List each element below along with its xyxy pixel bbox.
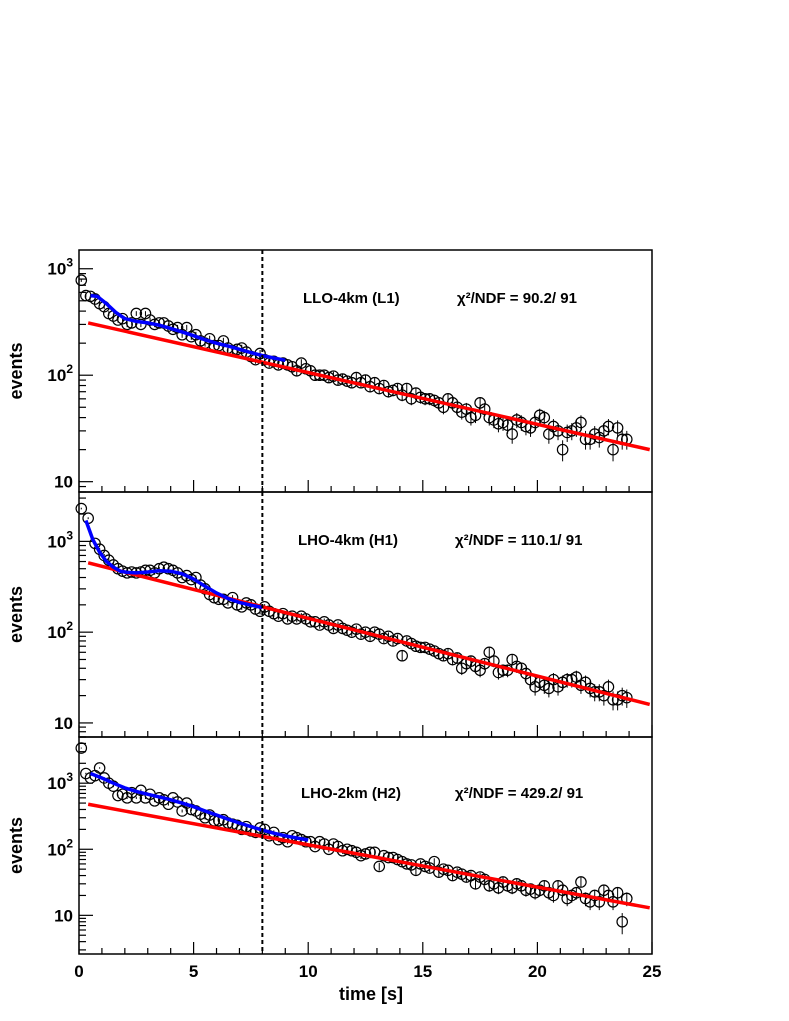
y-axis-title: events xyxy=(6,817,26,874)
y-tick-label: 102 xyxy=(47,619,73,642)
x-tick-label: 0 xyxy=(74,962,83,981)
panel-chi2-label: χ²/NDF = 90.2/ 91 xyxy=(457,290,577,307)
y-tick-label: 10 xyxy=(54,473,73,492)
data-point xyxy=(602,681,615,693)
x-tick-label: 15 xyxy=(413,962,432,981)
y-tick-label: 102 xyxy=(47,836,73,859)
total-fit-curve xyxy=(90,293,286,363)
data-point xyxy=(611,422,624,434)
panel-frame xyxy=(78,491,653,738)
data-point xyxy=(575,416,587,429)
data-point xyxy=(75,742,88,754)
y-tick-label: 10 xyxy=(54,714,73,733)
background-fit-line xyxy=(87,802,651,910)
x-tick-label: 20 xyxy=(528,962,547,981)
data-point xyxy=(153,562,166,575)
data-point xyxy=(611,886,624,899)
data-point xyxy=(130,307,143,320)
data-point xyxy=(483,646,496,659)
x-tick-label: 10 xyxy=(299,962,318,981)
y-tick-label: 103 xyxy=(47,256,73,279)
y-axis-title: events xyxy=(6,342,26,399)
data-point xyxy=(607,443,619,456)
panel-2: 10 102 103 LHO-4km (H1) χ²/NDF = 110.1/ 91 ev… xyxy=(6,491,653,738)
panel-frame xyxy=(78,249,653,493)
data-point xyxy=(602,420,615,433)
y-tick-label: 103 xyxy=(47,528,73,551)
x-axis-title: time [s] xyxy=(339,984,403,1004)
data-point xyxy=(112,789,124,802)
data-point xyxy=(538,411,551,424)
panel-detector-label: LHO-2km (H2) xyxy=(301,785,401,802)
y-axis-title: events xyxy=(6,586,26,643)
total-fit-curve xyxy=(89,771,309,842)
panel-chi2-label: χ²/NDF = 110.1/ 91 xyxy=(455,532,582,549)
panel-detector-label: LLO-4km (L1) xyxy=(303,290,400,307)
data-point xyxy=(543,682,555,695)
y-tick-label: 102 xyxy=(47,362,73,385)
background-fit-line xyxy=(87,561,651,707)
data-point xyxy=(93,762,106,774)
panel-chi2-label: χ²/NDF = 429.2/ 91 xyxy=(455,785,583,802)
data-point xyxy=(460,871,473,883)
panel-3: 10 102 103 LHO-2km (H2) χ²/NDF = 429.2/ 91 ev… xyxy=(6,736,653,955)
total-fit-curve xyxy=(84,519,263,610)
panel-detector-label: LHO-4km (H1) xyxy=(298,532,398,549)
data-point xyxy=(75,502,88,515)
y-tick-label: 103 xyxy=(47,770,73,793)
data-point xyxy=(75,274,88,287)
data-point xyxy=(396,649,408,662)
data-point xyxy=(575,876,587,888)
data-point xyxy=(593,896,606,908)
data-point xyxy=(616,915,629,928)
data-point xyxy=(373,860,386,873)
y-tick-label: 10 xyxy=(54,906,73,925)
panel-frame xyxy=(78,736,653,955)
background-fit-line xyxy=(87,321,651,452)
data-point xyxy=(501,419,514,431)
data-point xyxy=(506,428,518,440)
data-point xyxy=(556,443,569,456)
data-point xyxy=(492,417,505,430)
x-tick-label: 25 xyxy=(643,962,662,981)
panel-1: 10 102 103 LLO-4km (L1) χ²/NDF = 90.2/ 91 eve… xyxy=(6,249,653,493)
x-tick-label: 5 xyxy=(189,962,198,981)
